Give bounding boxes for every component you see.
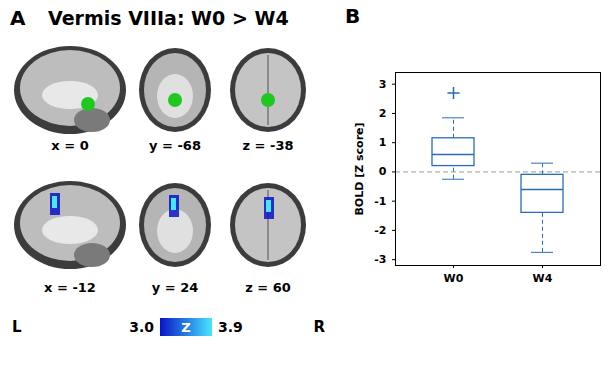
- svg-text:Z: Z: [181, 320, 190, 335]
- svg-text:1: 1: [379, 136, 387, 149]
- svg-text:z = -38: z = -38: [243, 138, 294, 153]
- svg-text:-2: -2: [374, 224, 386, 237]
- svg-text:-1: -1: [374, 195, 386, 208]
- svg-text:2: 2: [379, 107, 387, 120]
- svg-text:0: 0: [379, 165, 387, 178]
- svg-text:W0: W0: [444, 272, 464, 285]
- html-text:B: B: [345, 4, 361, 28]
- svg-text:Vermis VIIIa: W0 > W4: Vermis VIIIa: W0 > W4: [48, 7, 289, 29]
- svg-text:-3: -3: [374, 253, 386, 266]
- svg-text:x = 0: x = 0: [51, 138, 88, 153]
- svg-text:3: 3: [379, 78, 387, 91]
- svg-text:BOLD [Z score]: BOLD [Z score]: [353, 122, 366, 215]
- svg-text:R: R: [313, 318, 325, 336]
- svg-text:y = -68: y = -68: [149, 138, 201, 153]
- svg-text:L: L: [12, 318, 22, 336]
- svg-text:W4: W4: [533, 272, 553, 285]
- svg-text:A: A: [10, 6, 26, 30]
- svg-text:3.9: 3.9: [218, 319, 243, 335]
- svg-text:x = -12: x = -12: [44, 280, 96, 295]
- svg-text:z = 60: z = 60: [245, 280, 291, 295]
- svg-text:y = 24: y = 24: [152, 280, 199, 295]
- svg-text:3.0: 3.0: [129, 319, 154, 335]
